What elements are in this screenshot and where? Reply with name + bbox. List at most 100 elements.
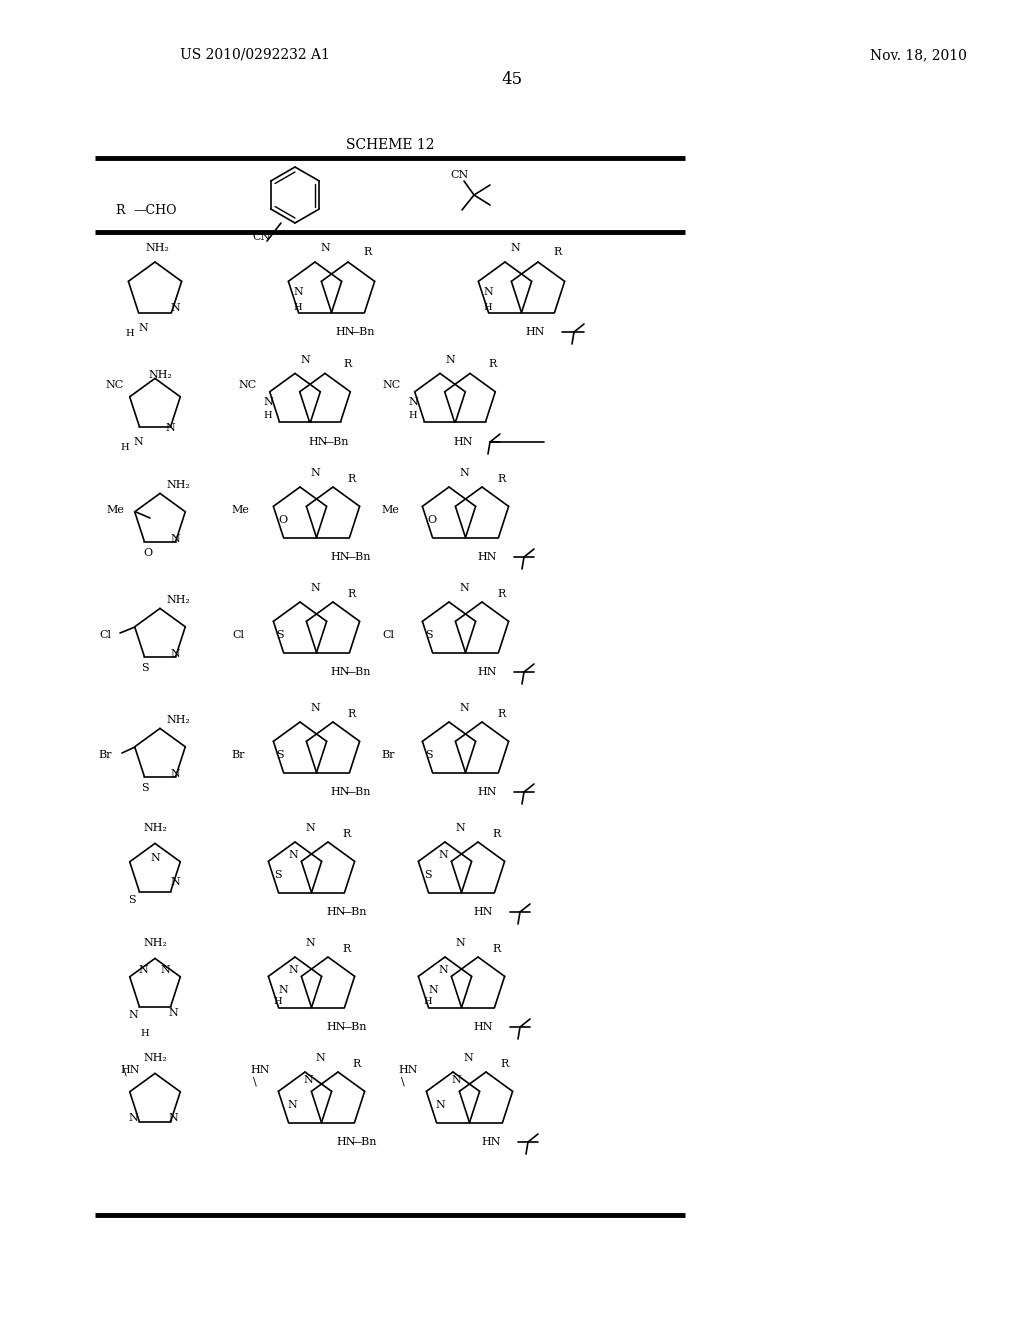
Text: HN: HN <box>120 1065 139 1074</box>
Text: N: N <box>315 1053 325 1063</box>
Text: NH₂: NH₂ <box>143 822 167 833</box>
Text: S: S <box>141 783 148 793</box>
Text: HN: HN <box>454 437 473 447</box>
Text: O: O <box>427 515 436 525</box>
Text: Me: Me <box>231 506 249 515</box>
Text: N: N <box>305 939 314 948</box>
Text: HN: HN <box>477 552 497 562</box>
Text: Me: Me <box>381 506 399 515</box>
Text: NH₂: NH₂ <box>148 370 172 380</box>
Text: HN: HN <box>477 667 497 677</box>
Text: N: N <box>170 535 180 544</box>
Text: NH₂: NH₂ <box>143 939 167 948</box>
Text: NC: NC <box>383 380 401 389</box>
Text: S: S <box>141 663 148 673</box>
Text: Br: Br <box>231 750 245 760</box>
Text: H: H <box>264 412 272 421</box>
Text: HN: HN <box>250 1065 269 1074</box>
Text: N: N <box>455 939 465 948</box>
Text: Cl: Cl <box>99 630 111 640</box>
Text: NH₂: NH₂ <box>145 243 169 253</box>
Text: S: S <box>425 630 433 640</box>
Text: N: N <box>168 1008 178 1018</box>
Text: H: H <box>409 412 418 421</box>
Text: N: N <box>463 1053 473 1063</box>
Text: R: R <box>348 709 356 719</box>
Text: O: O <box>143 548 153 558</box>
Text: R: R <box>498 709 506 719</box>
Text: S: S <box>425 750 433 760</box>
Text: N: N <box>287 1100 297 1110</box>
Text: HN: HN <box>481 1137 501 1147</box>
Text: H: H <box>273 997 283 1006</box>
Text: —Bn: —Bn <box>349 327 375 337</box>
Text: N: N <box>279 985 288 995</box>
Text: \: \ <box>123 1067 127 1077</box>
Text: Me: Me <box>106 506 124 515</box>
Text: N: N <box>435 1100 444 1110</box>
Text: H: H <box>140 1028 150 1038</box>
Text: HN: HN <box>308 437 328 447</box>
Text: H: H <box>294 304 302 313</box>
Text: N: N <box>128 1113 138 1123</box>
Text: 45: 45 <box>502 71 522 88</box>
Text: S: S <box>276 750 284 760</box>
Text: S: S <box>276 630 284 640</box>
Text: N: N <box>310 469 319 478</box>
Text: R: R <box>353 1059 361 1069</box>
Text: N: N <box>445 355 455 366</box>
Text: HN: HN <box>331 787 350 797</box>
Text: N: N <box>303 1074 313 1085</box>
Text: N: N <box>321 243 330 253</box>
Text: R: R <box>348 474 356 484</box>
Text: —Bn: —Bn <box>323 437 349 447</box>
Text: CN: CN <box>252 232 270 242</box>
Text: \: \ <box>401 1077 404 1086</box>
Text: N: N <box>170 770 180 779</box>
Text: R: R <box>343 829 351 840</box>
Text: N: N <box>459 469 469 478</box>
Text: N: N <box>138 965 147 975</box>
Text: \: \ <box>253 1077 257 1086</box>
Text: NH₂: NH₂ <box>166 715 189 725</box>
Text: Br: Br <box>98 750 112 760</box>
Text: R: R <box>493 944 501 954</box>
Text: HN: HN <box>398 1065 418 1074</box>
Text: NH₂: NH₂ <box>143 1053 167 1063</box>
Text: O: O <box>279 515 288 525</box>
Text: N: N <box>300 355 310 366</box>
Text: R: R <box>116 203 125 216</box>
Text: R: R <box>554 247 562 257</box>
Text: N: N <box>455 822 465 833</box>
Text: R: R <box>488 359 497 370</box>
Text: —Bn: —Bn <box>345 552 372 562</box>
Text: R: R <box>344 359 352 370</box>
Text: N: N <box>288 850 298 861</box>
Text: N: N <box>452 1074 461 1085</box>
Text: N: N <box>310 704 319 713</box>
Text: N: N <box>128 1010 138 1020</box>
Text: R: R <box>364 247 372 257</box>
Text: NH₂: NH₂ <box>166 480 189 490</box>
Text: N: N <box>170 304 180 313</box>
Text: H: H <box>121 444 129 453</box>
Text: N: N <box>160 965 170 975</box>
Text: HN: HN <box>327 907 346 917</box>
Text: N: N <box>168 1113 178 1123</box>
Text: —Bn: —Bn <box>351 1137 377 1147</box>
Text: US 2010/0292232 A1: US 2010/0292232 A1 <box>180 48 330 62</box>
Text: CN: CN <box>450 170 468 180</box>
Text: N: N <box>151 853 160 863</box>
Text: N: N <box>438 850 447 861</box>
Text: H: H <box>483 304 493 313</box>
Text: N: N <box>293 286 303 297</box>
Text: N: N <box>459 704 469 713</box>
Text: R: R <box>493 829 501 840</box>
Text: N: N <box>438 965 447 975</box>
Text: Br: Br <box>381 750 394 760</box>
Text: R: R <box>343 944 351 954</box>
Text: N: N <box>305 822 314 833</box>
Text: HN: HN <box>331 667 350 677</box>
Text: HN: HN <box>327 1022 346 1032</box>
Text: —Bn: —Bn <box>341 907 368 917</box>
